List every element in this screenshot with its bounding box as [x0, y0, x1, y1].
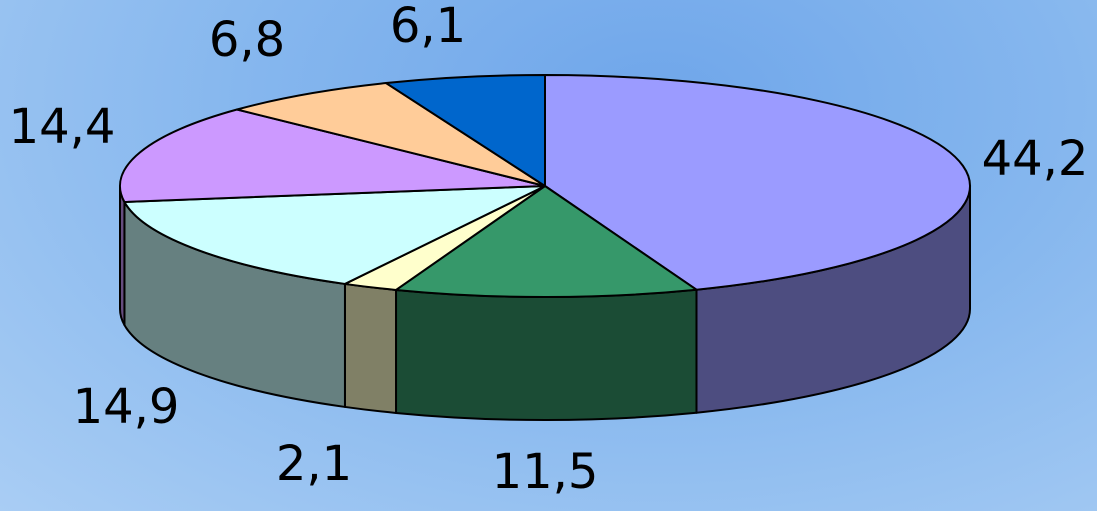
pie-slice-5 [236, 82, 546, 187]
pie-labels-layer: 44,2 11,5 2,1 14,9 14,4 6,8 6,1 [9, 0, 1089, 500]
pie-data-label-1: 11,5 [492, 444, 599, 500]
pie-slice-3 [123, 185, 546, 285]
pie-data-label-0: 44,2 [982, 131, 1089, 187]
pie-data-label-3: 14,9 [73, 379, 180, 435]
pie-data-label-2: 2,1 [276, 436, 352, 492]
pie-slice-side-4 [119, 185, 126, 326]
pie-slice-side-1 [395, 288, 698, 421]
pie-data-label-5: 6,8 [209, 12, 285, 68]
pie-tops-layer [119, 74, 972, 298]
pie-data-label-4: 14,4 [9, 99, 116, 155]
pie-data-label-6: 6,1 [390, 0, 466, 54]
pie-sides-layer [119, 185, 971, 421]
pie-slice-side-2 [343, 282, 398, 414]
pie-slice-0 [544, 74, 972, 291]
pie-slice-4 [119, 108, 546, 203]
pie-slice-6 [385, 74, 546, 187]
pie-slice-1 [395, 185, 698, 298]
